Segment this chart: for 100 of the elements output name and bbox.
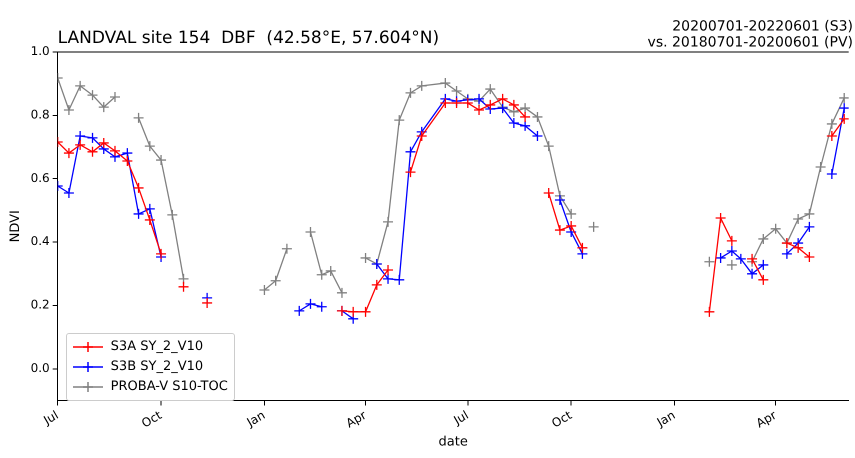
point <box>838 102 849 114</box>
point <box>416 130 428 142</box>
x-tick-label: Jan <box>654 408 678 430</box>
x-tick-label: Apr <box>754 408 779 430</box>
point <box>155 248 167 260</box>
point <box>404 146 416 158</box>
legend-label: S3B SY_2_V10 <box>110 359 204 374</box>
point <box>726 259 738 271</box>
y-tick-label: 0.0 <box>30 360 50 375</box>
point <box>122 147 133 159</box>
y-tick-label: 0.8 <box>30 108 50 122</box>
x-tick-label: Jan <box>244 408 268 430</box>
point <box>838 92 849 104</box>
point <box>109 145 121 157</box>
point <box>360 252 372 264</box>
point <box>74 80 86 92</box>
point <box>155 154 167 166</box>
y-tick-label: 0.6 <box>30 170 50 185</box>
point <box>178 281 190 292</box>
point <box>726 245 738 257</box>
point <box>543 140 554 152</box>
point <box>166 209 178 221</box>
legend-label: S3A SY_2_V10 <box>110 339 204 354</box>
point <box>508 99 520 111</box>
point <box>758 259 769 271</box>
x-tick-label: Jul <box>40 408 61 428</box>
point <box>281 243 293 254</box>
point <box>566 208 577 220</box>
point <box>746 268 758 280</box>
point <box>714 252 726 264</box>
point <box>554 194 566 206</box>
point <box>440 97 451 109</box>
point <box>404 87 416 99</box>
point <box>201 297 213 309</box>
point <box>382 216 394 228</box>
point <box>382 264 394 276</box>
point <box>63 147 75 159</box>
point <box>371 279 382 291</box>
point <box>532 111 544 123</box>
y-tick-label: 0.2 <box>30 298 50 312</box>
point <box>804 208 816 220</box>
point <box>814 161 826 173</box>
point <box>792 213 804 225</box>
point <box>440 77 451 89</box>
point <box>781 248 793 260</box>
x-axis-title: date <box>438 434 468 450</box>
point <box>576 242 588 254</box>
point <box>566 220 577 232</box>
point <box>462 97 474 109</box>
point <box>258 284 270 296</box>
point <box>294 305 305 317</box>
y-axis-title: NDVI <box>8 210 24 242</box>
point <box>404 166 416 178</box>
point <box>382 273 394 285</box>
point <box>132 182 144 194</box>
point <box>178 273 190 285</box>
point <box>144 140 156 152</box>
point <box>63 187 75 199</box>
point <box>416 80 428 92</box>
point <box>394 114 405 126</box>
point <box>98 101 110 113</box>
point <box>726 235 738 246</box>
point <box>316 269 328 280</box>
point <box>519 120 531 132</box>
x-tick-label: Oct <box>139 408 164 430</box>
point <box>132 208 144 220</box>
point <box>450 85 462 97</box>
point <box>758 274 769 286</box>
x-tick-label: Jul <box>450 408 471 428</box>
point <box>792 242 804 254</box>
point <box>98 137 110 149</box>
point <box>63 104 75 116</box>
y-tick-label: 1.0 <box>30 44 50 58</box>
point <box>735 253 746 265</box>
point <box>543 187 554 199</box>
point <box>304 298 316 310</box>
point <box>804 221 816 233</box>
point <box>704 306 716 318</box>
point <box>316 301 328 312</box>
point <box>758 233 769 245</box>
point <box>360 306 372 318</box>
point <box>588 221 600 233</box>
point <box>484 99 496 111</box>
point <box>86 89 98 101</box>
point <box>838 113 849 125</box>
point <box>496 93 508 105</box>
chart-subtitle: 20200701-20220601 (S3) vs. 20180701-20200601 (PV) <box>648 18 853 51</box>
point <box>484 83 496 95</box>
point <box>86 146 98 158</box>
point <box>826 118 838 130</box>
point <box>336 287 348 298</box>
point <box>109 91 121 103</box>
point <box>132 112 144 124</box>
y-tick-label: 0.4 <box>30 234 50 248</box>
point <box>714 212 726 224</box>
point <box>144 203 156 214</box>
point <box>508 117 520 129</box>
point <box>770 223 782 234</box>
point <box>304 226 316 238</box>
point <box>554 224 566 236</box>
